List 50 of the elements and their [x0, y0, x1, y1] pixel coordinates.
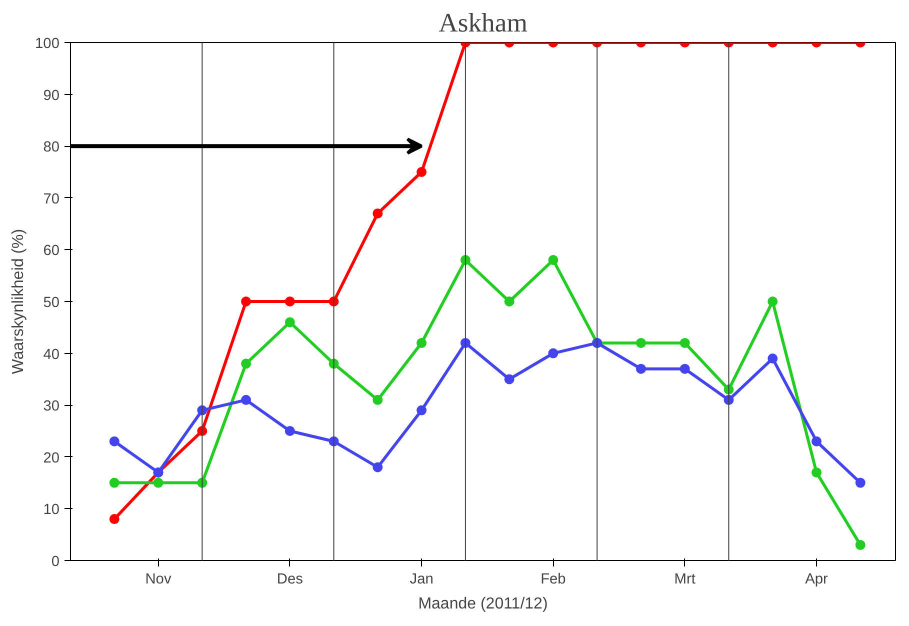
point: [109, 436, 120, 446]
point: [284, 296, 295, 306]
x-tick-label: Des: [276, 572, 303, 588]
y-tick-label: 40: [43, 346, 60, 363]
y-tick-label: 70: [43, 191, 60, 208]
chart-title: Askham: [438, 8, 528, 38]
y-tick-label: 30: [43, 398, 60, 415]
y-axis-title: Waarskynlikheid (%): [10, 228, 28, 374]
x-tick-label: Feb: [540, 572, 566, 588]
point: [812, 436, 822, 446]
point: [680, 364, 690, 374]
point: [416, 167, 427, 177]
point: [504, 296, 514, 306]
point: [636, 338, 646, 348]
point: [416, 405, 427, 416]
point: [372, 462, 383, 472]
point: [153, 478, 164, 488]
y-tick-label: 10: [43, 502, 60, 518]
x-axis-title: Maande (2011/12): [418, 596, 548, 612]
x-tick-label: Mrt: [674, 572, 696, 588]
point: [372, 394, 383, 405]
point: [548, 255, 558, 266]
y-tick-label: 100: [35, 36, 60, 52]
point: [416, 338, 427, 348]
y-tick-label: 90: [43, 88, 60, 104]
point: [504, 374, 514, 384]
x-tick-label: Jan: [410, 572, 434, 588]
point: [284, 426, 295, 436]
point: [855, 478, 866, 488]
x-tick-label: Nov: [145, 572, 172, 588]
y-tick-label: 0: [51, 554, 60, 570]
point: [241, 296, 252, 306]
point: [768, 296, 778, 306]
point: [284, 317, 295, 328]
point: [636, 364, 646, 374]
y-tick-label: 80: [43, 140, 60, 156]
point: [548, 348, 558, 358]
point: [241, 394, 252, 405]
point: [109, 514, 120, 524]
point: [812, 467, 822, 478]
y-tick-label: 60: [43, 243, 60, 260]
point: [372, 208, 383, 218]
y-tick-label: 50: [43, 295, 60, 311]
point: [855, 540, 866, 550]
y-tick-label: 20: [43, 450, 60, 466]
x-tick-label: Apr: [805, 572, 828, 588]
point: [768, 353, 778, 364]
point: [109, 478, 120, 488]
point: [241, 358, 252, 369]
point: [680, 338, 690, 348]
